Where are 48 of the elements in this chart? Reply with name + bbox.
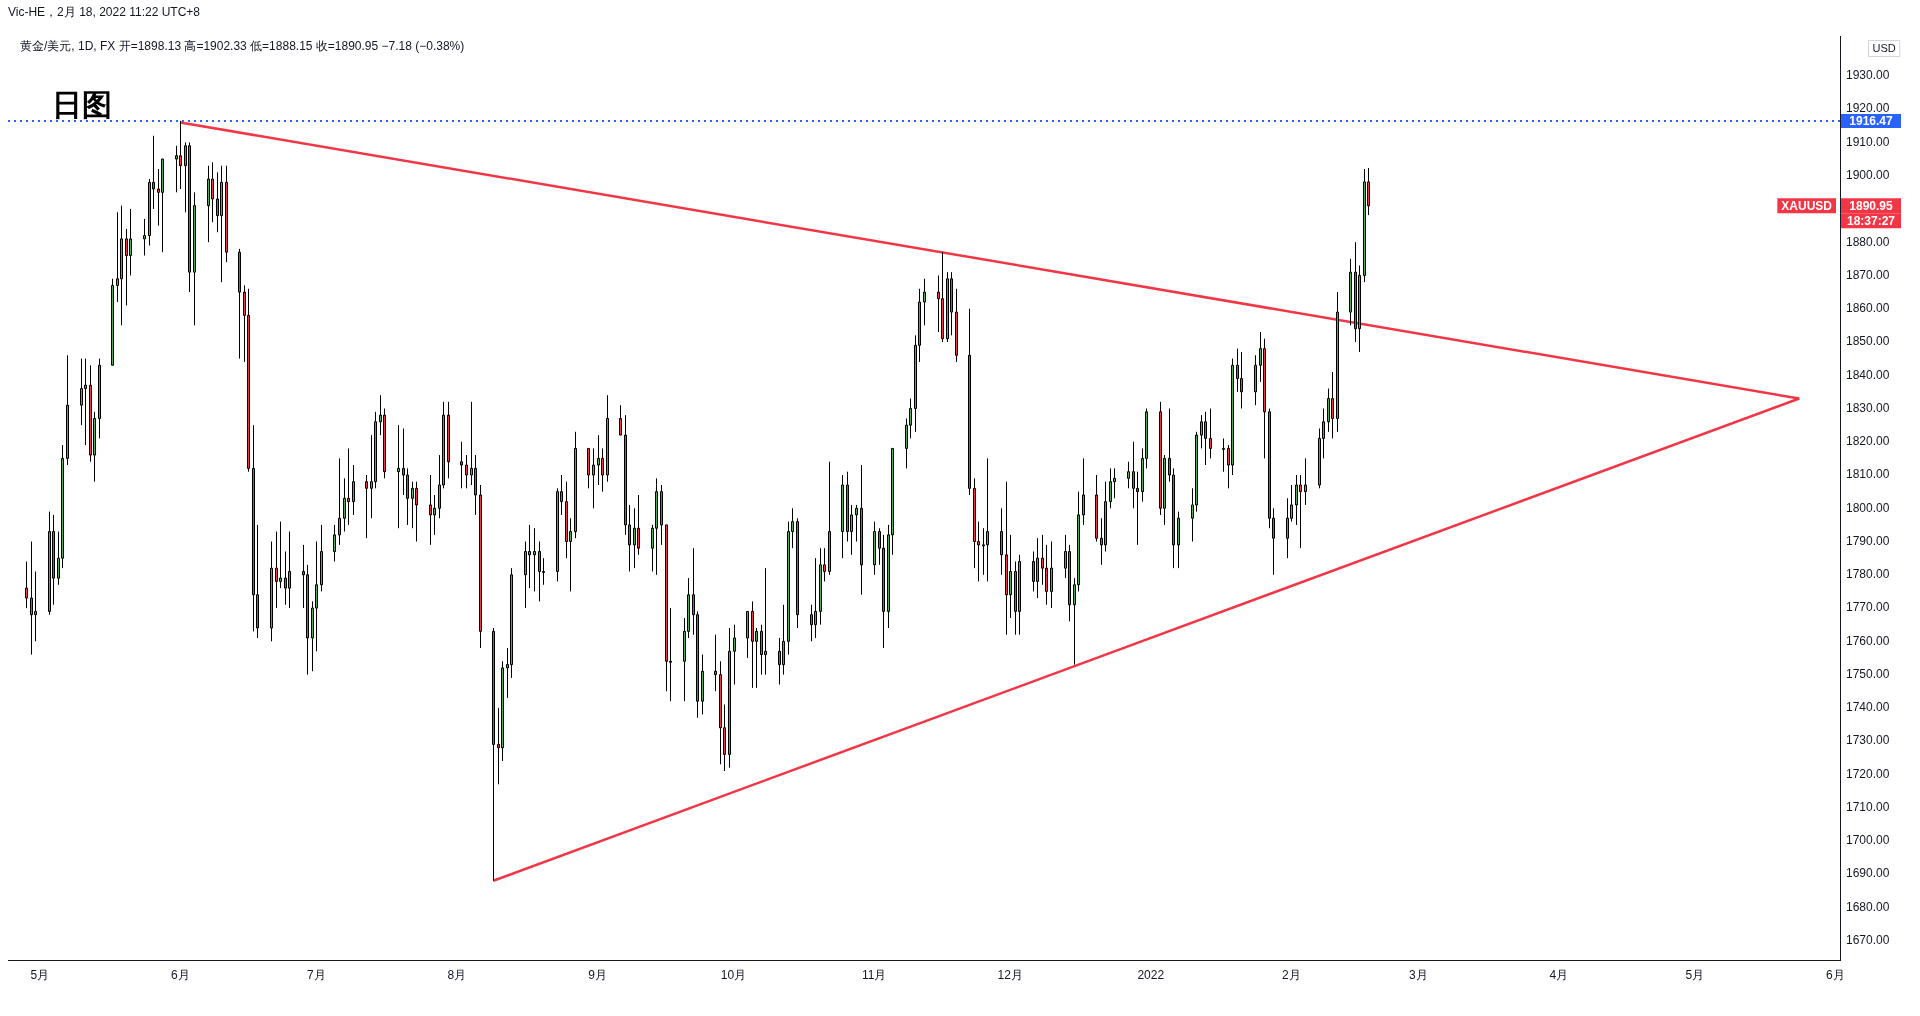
y-tick-label: 1870.00 <box>1846 267 1890 282</box>
y-tick-label: 1720.00 <box>1846 766 1890 781</box>
x-tick-label: 2月 <box>1281 968 1301 983</box>
text: 1890.95 <box>1849 198 1894 213</box>
x-tick-label: 6月 <box>170 968 190 983</box>
x-tick-label: 12月 <box>997 968 1023 983</box>
annotation: 日图 <box>52 88 112 122</box>
x-tick-label: 6月 <box>1826 968 1845 983</box>
x-tick-label: 2022 <box>1137 968 1165 983</box>
y-tick-label: 1740.00 <box>1846 700 1890 715</box>
chart-subtitle: Vic-HE，2月 18, 2022 11:22 UTC+8 <box>8 4 200 21</box>
x-tick-label: 7月 <box>307 968 326 983</box>
y-tick-label: 1860.00 <box>1846 301 1890 316</box>
y-tick-label: 1750.00 <box>1846 666 1890 681</box>
y-tick-label: 1900.00 <box>1846 168 1890 182</box>
x-tick-label: 5月 <box>30 968 50 983</box>
x-tick-label: 3月 <box>1408 968 1428 983</box>
y-tick-label: 1670.00 <box>1846 932 1890 947</box>
y-tick-label: 1800.00 <box>1846 500 1890 515</box>
y-tick-label: 1700.00 <box>1846 833 1890 848</box>
y-tick-label: 1790.00 <box>1846 533 1890 548</box>
y-tick-label: 1760.00 <box>1846 633 1890 648</box>
x-tick-label: 8月 <box>447 968 467 983</box>
x-tick-label: 11月 <box>861 968 887 983</box>
y-tick-label: 1930.00 <box>1846 68 1890 83</box>
y-axis-title: USD <box>1872 41 1896 54</box>
y-tick-label: 1780.00 <box>1846 567 1890 582</box>
y-tick-label: 1920.00 <box>1846 101 1890 116</box>
x-tick-label: 5月 <box>1685 968 1705 983</box>
annotation: XAUUSD <box>1781 198 1833 213</box>
x-tick-label: 9月 <box>588 968 607 983</box>
y-tick-label: 1820.00 <box>1846 434 1890 449</box>
y-tick-label: 1910.00 <box>1846 134 1890 149</box>
y-tick-label: 1850.00 <box>1846 334 1890 349</box>
y-tick-label: 1830.00 <box>1846 400 1890 415</box>
y-tick-label: 1810.00 <box>1846 467 1890 482</box>
text: 18:37:27 <box>1846 213 1896 228</box>
chart-title: 黄金/美元, 1D, FX 开=1898.13 高=1902.33 低=1888.15 收=1890.95 −7.18 (−0.38%) <box>16 36 469 57</box>
y-tick-label: 1680.00 <box>1846 899 1890 914</box>
y-tick-label: 1770.00 <box>1846 600 1890 615</box>
y-tick-label: 1730.00 <box>1846 733 1890 748</box>
y-tick-label: 1690.00 <box>1846 866 1890 881</box>
ref-line-label: 1916.47 <box>1849 113 1894 128</box>
x-tick-label: 10月 <box>720 968 747 983</box>
y-tick-label: 1710.00 <box>1846 799 1890 814</box>
y-tick-label: 1840.00 <box>1846 367 1890 382</box>
x-tick-label: 4月 <box>1549 968 1569 983</box>
y-tick-label: 1880.00 <box>1846 234 1890 249</box>
